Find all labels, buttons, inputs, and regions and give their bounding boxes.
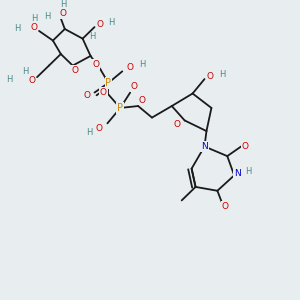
Text: O: O [71,66,78,75]
Text: O: O [96,124,103,133]
Text: H: H [60,0,66,9]
Text: O: O [242,142,249,151]
Text: H: H [245,167,251,176]
Text: O: O [92,60,99,69]
Text: H: H [108,18,115,27]
Text: H: H [22,67,28,76]
Text: O: O [173,120,180,129]
Text: O: O [31,22,38,32]
Text: O: O [100,88,107,97]
Text: H: H [89,32,96,41]
Text: N: N [234,169,241,178]
Text: O: O [130,82,138,91]
Text: O: O [59,9,66,18]
Text: O: O [127,63,134,72]
Text: O: O [207,72,214,81]
Text: O: O [222,202,229,211]
Text: O: O [97,20,104,29]
Text: H: H [31,14,37,23]
Text: H: H [86,128,93,136]
Text: P: P [117,103,123,113]
Text: H: H [44,12,50,21]
Text: H: H [14,25,20,34]
Text: P: P [105,78,111,88]
Text: O: O [28,76,36,85]
Text: N: N [201,142,208,151]
Text: H: H [6,75,13,84]
Text: H: H [219,70,226,79]
Text: O: O [139,96,145,105]
Text: O: O [83,91,90,100]
Text: H: H [139,60,145,69]
